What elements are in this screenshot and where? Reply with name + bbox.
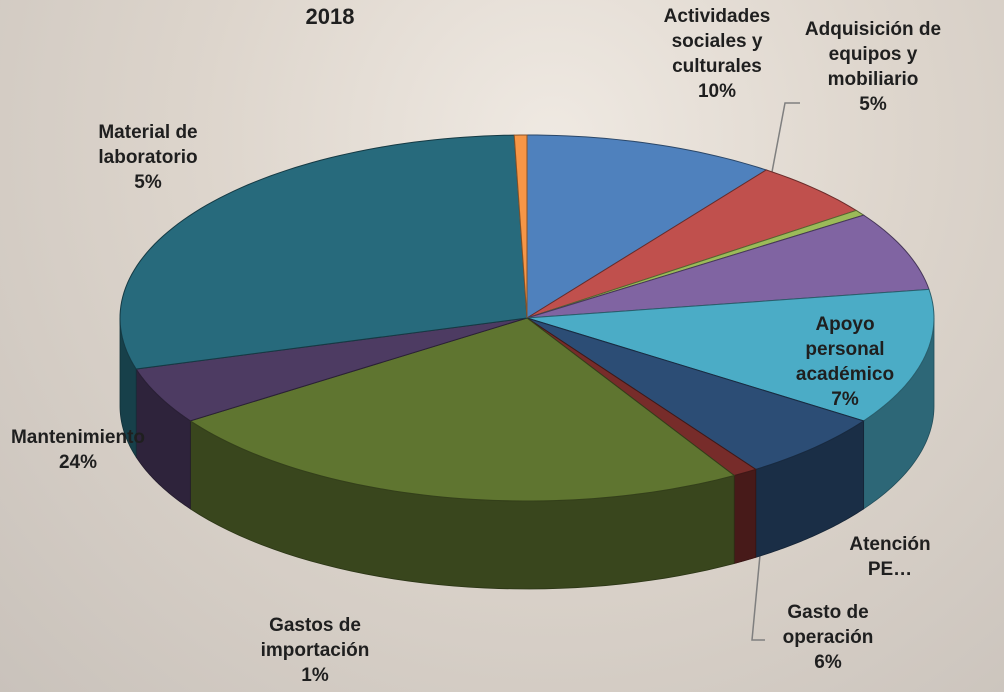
value-label: 1% (301, 665, 328, 686)
value-label: 5% (859, 94, 886, 115)
category-label: Material de laboratorio (98, 122, 197, 168)
category-label: Atención PE… (849, 534, 930, 580)
category-label: Actividades sociales y culturales (664, 6, 771, 77)
slice-side (734, 469, 756, 563)
value-label: 10% (698, 81, 736, 102)
slice-label: Gasto de operación 6% (758, 600, 898, 675)
value-label: 7% (831, 389, 858, 410)
chart: 2018 Actividades sociales y culturales 10… (0, 0, 1004, 692)
value-label: 24% (59, 452, 97, 473)
slice-label: Mantenimiento 24% (3, 425, 153, 475)
value-label: 5% (134, 172, 161, 193)
category-label: Mantenimiento (11, 427, 145, 448)
category-label: Gasto de operación (783, 602, 874, 648)
slice-label: Apoyo personal académico 7% (790, 312, 900, 412)
category-label: Adquisición de equipos y mobiliario (805, 19, 941, 90)
slice-label: Material de laboratorio 5% (73, 120, 223, 195)
value-label: 6% (814, 652, 841, 673)
slice-label: Actividades sociales y culturales 10% (647, 4, 787, 104)
slice-label: Adquisición de equipos y mobiliario 5% (788, 17, 958, 117)
category-label: Apoyo personal académico (796, 314, 894, 385)
slice-label: Gastos de importación 1% (215, 613, 415, 688)
slice-label: Atención PE… (825, 532, 955, 582)
chart-title: 2018 (270, 4, 390, 30)
category-label: Gastos de importación (261, 615, 370, 661)
